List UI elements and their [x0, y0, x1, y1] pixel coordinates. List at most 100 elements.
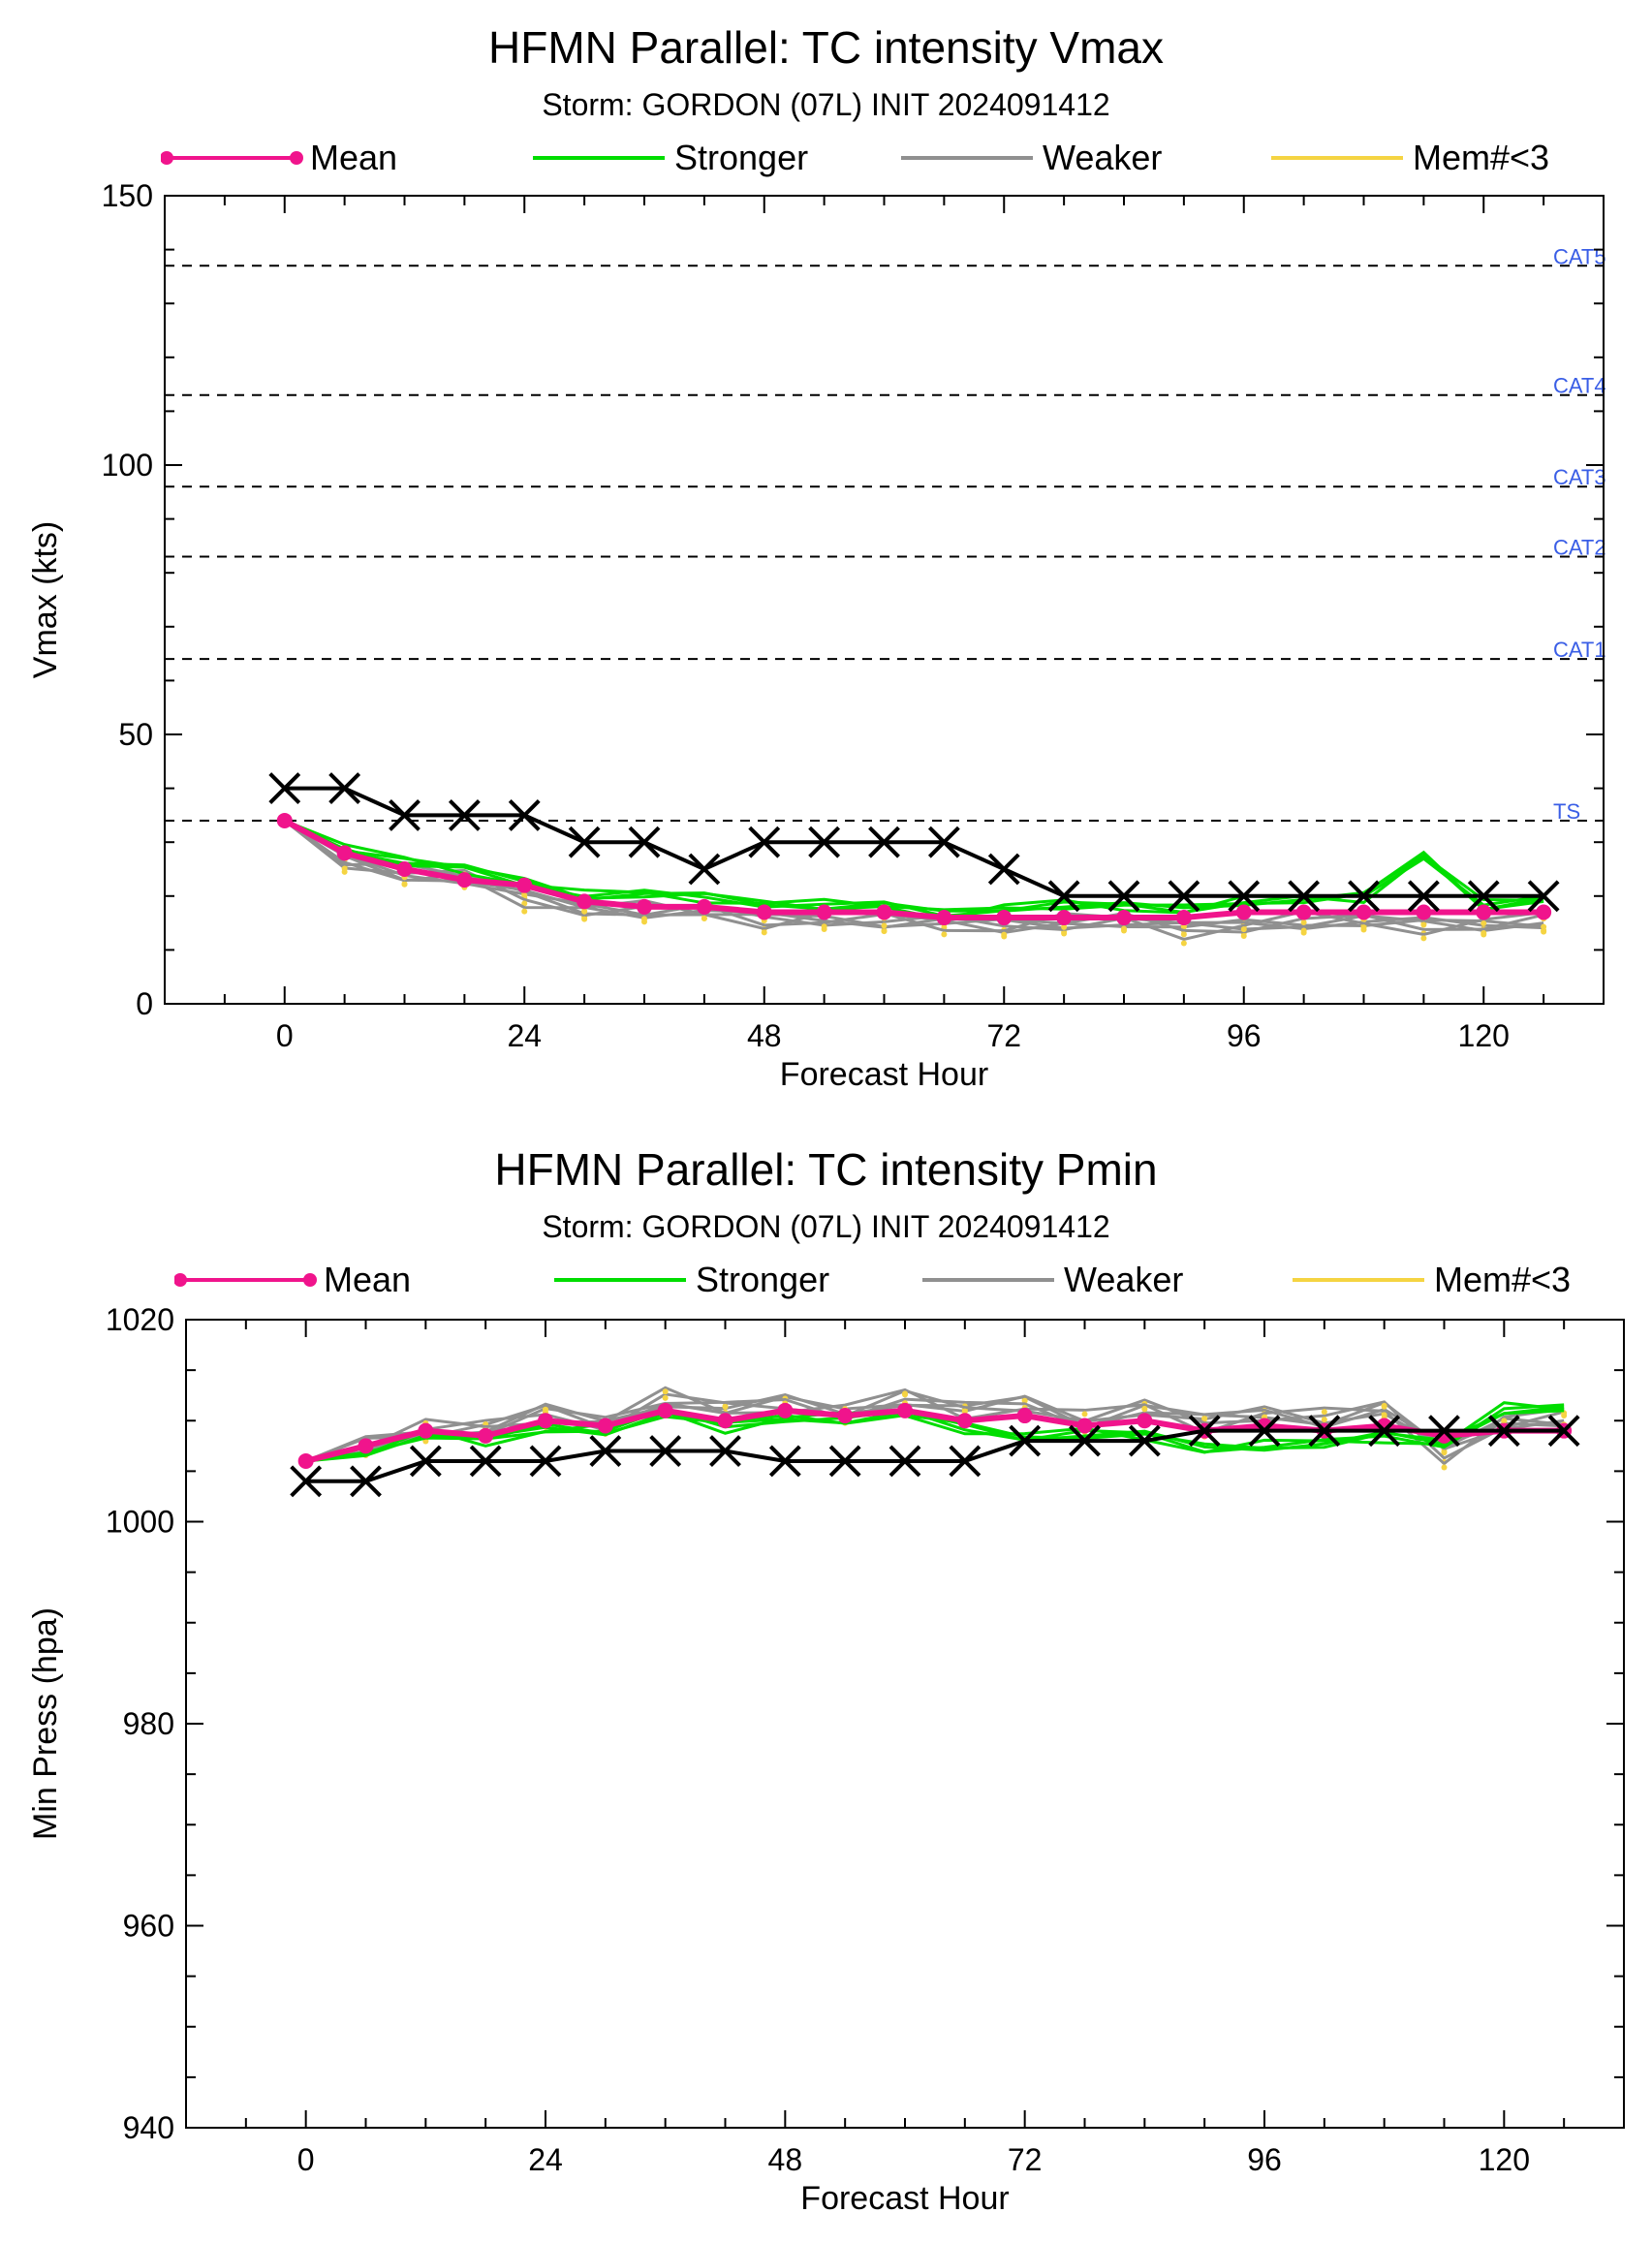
mean-point	[1076, 1418, 1093, 1434]
few-members-point	[521, 908, 528, 915]
chart-title: HFMN Parallel: TC intensity Pmin	[494, 1144, 1158, 1195]
x-tick-label: 48	[768, 2142, 803, 2177]
few-members-point	[1441, 1464, 1448, 1471]
best-track-marker	[1168, 880, 1200, 913]
y-tick-label: 100	[102, 448, 153, 483]
few-members-point	[1441, 1449, 1448, 1456]
best-track-marker	[1467, 880, 1500, 913]
best-track-marker	[1288, 880, 1321, 913]
mean-point	[1295, 904, 1312, 920]
best-track-marker	[868, 826, 900, 858]
few-members-point	[1541, 928, 1547, 935]
mean-point	[1175, 910, 1192, 926]
legend-mean-label: Mean	[310, 138, 398, 177]
few-members-point	[1300, 927, 1307, 934]
legend-weaker: Weaker	[901, 138, 1162, 178]
few-members-point	[581, 908, 588, 915]
legend-stronger-label: Stronger	[674, 138, 809, 177]
legend-few-members-label: Mem#<3	[1413, 138, 1550, 177]
best-track-marker	[1047, 880, 1080, 913]
best-track-marker	[1428, 1415, 1460, 1448]
best-track-marker	[568, 826, 601, 858]
few-members-point	[941, 931, 948, 938]
few-members-point	[1141, 1405, 1148, 1412]
legend-stronger-label: Stronger	[696, 1260, 830, 1299]
best-track-marker	[589, 1435, 622, 1467]
mean-point	[816, 904, 832, 920]
mean-point	[418, 1422, 434, 1439]
stronger-member-line	[305, 1401, 1565, 1463]
mean-point	[897, 1402, 913, 1418]
best-track-marker	[328, 772, 361, 805]
best-track-marker	[389, 798, 421, 831]
y-axis-label: Min Press (hpa)	[27, 1607, 64, 1840]
x-tick-label: 24	[507, 1018, 542, 1053]
few-members-point	[1001, 931, 1008, 938]
legend-few-members: Mem#<3	[1271, 138, 1549, 178]
few-members-point	[1180, 931, 1187, 938]
mean-point	[1356, 904, 1372, 920]
few-members-point	[1321, 1417, 1327, 1423]
mean-point	[756, 904, 772, 920]
few-members-point	[722, 1403, 729, 1410]
few-members-point	[641, 916, 647, 922]
best-track-marker	[1009, 1424, 1042, 1457]
best-track-marker	[949, 1445, 982, 1478]
best-track-marker	[1527, 880, 1560, 913]
legend-mean-label: Mean	[324, 1260, 412, 1299]
mean-point	[577, 893, 593, 910]
y-tick-label: 960	[123, 1909, 174, 1944]
best-track-marker	[529, 1445, 562, 1478]
few-members-point	[701, 915, 707, 921]
mean-point	[637, 898, 652, 915]
x-axis-label: Forecast Hour	[800, 2180, 1009, 2217]
few-members-point	[662, 1388, 669, 1395]
chart-title: HFMN Parallel: TC intensity Vmax	[488, 22, 1164, 73]
x-tick-label: 96	[1227, 1018, 1262, 1053]
mean-point	[956, 1413, 973, 1429]
category-label: CAT4	[1553, 374, 1606, 398]
mean-point	[516, 877, 533, 893]
best-track-marker	[508, 798, 541, 831]
best-track-marker	[469, 1445, 502, 1478]
mean-point	[876, 904, 892, 920]
y-tick-label: 980	[123, 1706, 174, 1741]
legend-weaker-label: Weaker	[1064, 1260, 1184, 1299]
mean-point	[696, 898, 712, 915]
few-members-point	[1381, 1412, 1387, 1418]
legend-weaker-swatch	[922, 1278, 1054, 1282]
y-tick-label: 0	[136, 986, 153, 1021]
y-tick-label: 1020	[106, 1302, 174, 1337]
x-axis-label: Forecast Hour	[780, 1056, 988, 1093]
few-members-point	[581, 916, 588, 922]
category-label: TS	[1553, 799, 1580, 824]
best-track-marker	[1188, 1415, 1221, 1448]
mean-point	[657, 1402, 673, 1418]
y-tick-label: 1000	[106, 1505, 174, 1540]
mean-point	[717, 1413, 733, 1429]
best-track-marker	[1547, 1415, 1580, 1448]
mean-point	[276, 812, 293, 828]
few-members-point	[821, 923, 827, 930]
few-members-point	[521, 900, 528, 907]
few-members-point	[1420, 921, 1427, 928]
few-members-point	[1121, 925, 1127, 932]
chart-subtitle: Storm: GORDON (07L) INIT 2024091412	[542, 87, 1110, 122]
few-members-point	[1481, 920, 1487, 927]
best-track-marker	[987, 853, 1020, 886]
legend-mean: Mean	[174, 1260, 411, 1300]
legend-weaker-label: Weaker	[1043, 138, 1163, 177]
mean-point	[996, 910, 1013, 926]
few-members-point	[1420, 935, 1427, 942]
few-members-point	[543, 1406, 548, 1413]
few-members-point	[521, 892, 528, 899]
mean-point	[538, 1413, 553, 1429]
y-tick-label: 150	[102, 178, 153, 213]
mean-point	[1416, 904, 1432, 920]
legend-few-members-swatch	[1293, 1278, 1424, 1282]
legend-stronger: Stronger	[533, 138, 808, 178]
few-members-point	[1081, 1411, 1088, 1418]
pmin-plot: 0 24 48 72 96 120 940 960 980 1000 1020 Forecast Ho…	[27, 1302, 1625, 2217]
best-track-marker	[709, 1435, 741, 1467]
stronger-member-line	[305, 1403, 1565, 1463]
